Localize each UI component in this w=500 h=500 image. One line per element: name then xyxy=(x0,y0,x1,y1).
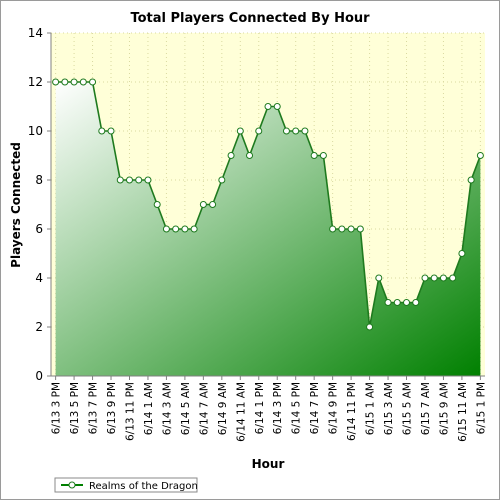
x-tick-label: 6/14 11 AM xyxy=(235,382,247,442)
legend-label: Realms of the Dragon xyxy=(89,481,198,492)
data-point xyxy=(162,225,170,233)
x-tick-label: 6/14 7 PM xyxy=(309,382,321,434)
x-axis-title: Hour xyxy=(252,457,285,471)
x-tick-label: 6/15 9 AM xyxy=(438,382,450,435)
data-point xyxy=(476,152,484,159)
chart-title: Total Players Connected By Hour xyxy=(130,11,370,26)
x-tick-label: 6/15 7 AM xyxy=(420,382,432,435)
data-point xyxy=(264,103,272,110)
legend-box xyxy=(54,477,198,493)
data-point xyxy=(356,225,364,233)
data-point xyxy=(467,176,475,184)
x-tick-labels: 6/13 3 PM 6/13 5 PM 6/13 7 PM 6/13 9 PM 6/13… xyxy=(51,376,487,442)
x-tick-label: 6/14 9 PM xyxy=(328,382,340,434)
data-point xyxy=(181,225,189,233)
x-tick-label: 6/14 5 AM xyxy=(180,382,192,435)
y-tick-labels: 0 2 4 6 8 10 12 14 xyxy=(28,26,51,383)
data-point xyxy=(329,225,337,233)
data-point xyxy=(458,250,466,257)
data-point xyxy=(190,225,198,233)
data-point xyxy=(116,176,124,184)
data-point xyxy=(61,78,69,86)
data-point xyxy=(449,274,457,282)
x-tick-label: 6/15 5 AM xyxy=(402,382,414,435)
x-tick-label: 6/13 5 PM xyxy=(69,382,81,434)
x-tick-label: 6/13 3 PM xyxy=(51,382,63,434)
x-tick-label: 6/14 7 AM xyxy=(198,382,210,435)
y-tick-label: 12 xyxy=(28,75,43,89)
data-point xyxy=(347,225,355,233)
data-points xyxy=(52,78,484,331)
data-point xyxy=(246,152,254,159)
y-tick-label: 6 xyxy=(35,222,43,236)
data-point xyxy=(393,299,401,306)
data-point xyxy=(89,78,97,86)
x-tick-label: 6/13 11 PM xyxy=(124,382,136,441)
data-point xyxy=(282,127,290,135)
y-tick-label: 10 xyxy=(28,124,43,138)
data-point xyxy=(209,201,217,208)
data-point xyxy=(98,127,106,135)
data-point xyxy=(79,78,87,86)
data-point xyxy=(273,103,281,110)
data-point xyxy=(375,274,383,282)
y-tick-label: 0 xyxy=(35,369,43,383)
x-tick-label: 6/15 11 AM xyxy=(457,382,469,442)
data-point xyxy=(403,299,411,306)
legend: Realms of the Dragon xyxy=(54,477,198,493)
data-point xyxy=(310,152,318,159)
data-point xyxy=(236,127,244,135)
x-tick-label: 6/15 3 AM xyxy=(383,382,395,435)
x-tick-label: 6/13 7 PM xyxy=(88,382,100,434)
data-point xyxy=(172,225,180,233)
data-point xyxy=(412,299,420,306)
data-point xyxy=(384,299,392,306)
data-point xyxy=(107,127,115,135)
x-tick-label: 6/14 9 AM xyxy=(217,382,229,435)
x-tick-label: 6/14 3 PM xyxy=(272,382,284,434)
data-point xyxy=(144,176,152,184)
data-point xyxy=(70,78,78,86)
x-tick-label: 6/14 11 PM xyxy=(346,382,358,441)
x-tick-label: 6/14 3 AM xyxy=(161,382,173,435)
y-tick-label: 2 xyxy=(35,320,43,334)
x-tick-label: 6/15 1 AM xyxy=(365,382,377,435)
data-point xyxy=(199,201,207,208)
x-tick-label: 6/14 1 AM xyxy=(143,382,155,435)
data-point xyxy=(366,323,374,331)
x-tick-label: 6/13 9 PM xyxy=(106,382,118,434)
x-tick-label: 6/14 5 PM xyxy=(291,382,303,434)
y-tick-label: 8 xyxy=(35,173,43,187)
y-tick-label: 14 xyxy=(28,26,43,40)
data-point xyxy=(125,176,133,184)
y-axis-title: Players Connected xyxy=(9,142,23,268)
data-point xyxy=(52,78,60,86)
legend-marker xyxy=(68,481,76,489)
data-point xyxy=(218,176,226,184)
data-point xyxy=(338,225,346,233)
data-point xyxy=(153,201,161,208)
x-tick-label: 6/14 1 PM xyxy=(254,382,266,434)
data-point xyxy=(319,152,327,159)
data-point xyxy=(301,127,309,135)
data-point xyxy=(430,274,438,282)
data-point xyxy=(135,176,143,184)
y-tick-label: 4 xyxy=(35,271,43,285)
data-point xyxy=(292,127,300,135)
data-point xyxy=(421,274,429,282)
data-point xyxy=(255,127,263,135)
data-point xyxy=(227,152,235,159)
x-tick-label: 6/15 1 PM xyxy=(475,382,487,434)
data-point xyxy=(439,274,447,282)
